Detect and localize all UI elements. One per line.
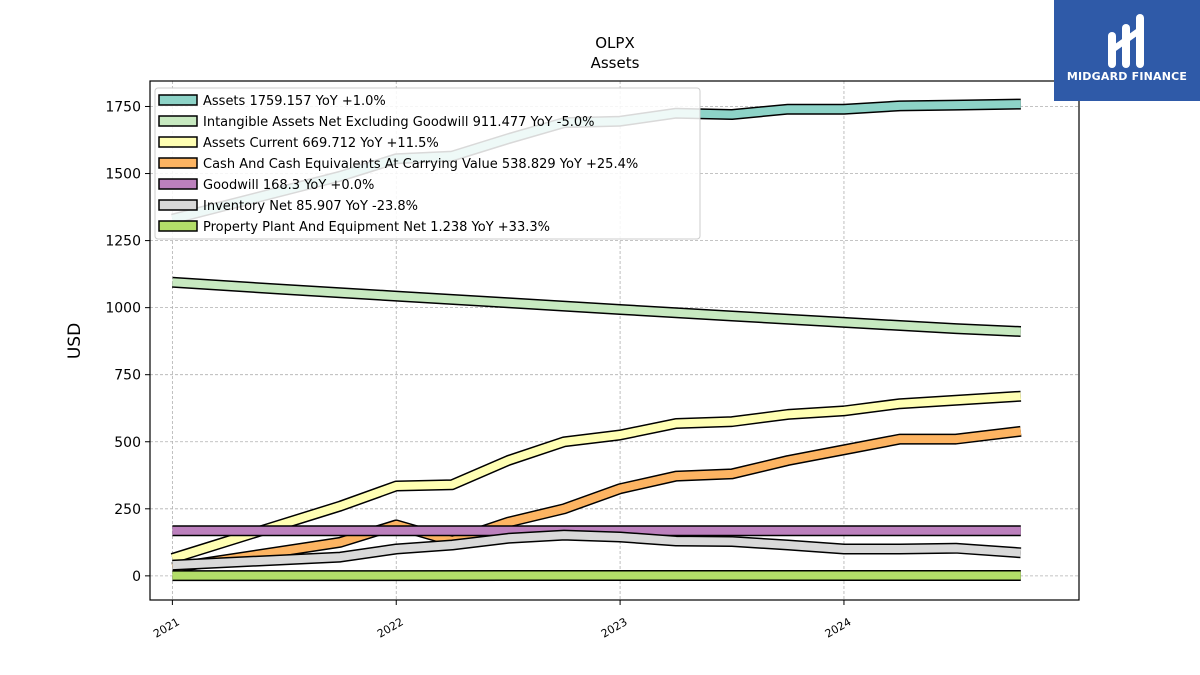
y-tick-label: 1750 — [105, 99, 141, 115]
legend-swatch — [158, 136, 198, 148]
legend-box — [154, 87, 701, 240]
y-tick-label: 1000 — [105, 301, 141, 317]
series-5 — [172, 529, 1022, 571]
plot-frame — [149, 80, 1080, 601]
y-tick-label: 500 — [114, 435, 141, 451]
x-tick-label: 2021 — [151, 615, 182, 640]
legend-swatch — [158, 115, 198, 127]
y-tick-label: 250 — [114, 502, 141, 518]
legend-item: Intangible Assets Net Excluding Goodwill… — [158, 115, 594, 130]
y-tick-label: 1500 — [105, 167, 141, 183]
x-tick-label: 2023 — [599, 615, 630, 640]
series-2 — [170, 390, 1022, 564]
logo-text: MIDGARD FINANCE — [1066, 70, 1188, 83]
y-axis-label: USD — [65, 323, 85, 359]
legend-label: Cash And Cash Equivalents At Carrying Va… — [203, 157, 638, 172]
legend-swatch — [158, 94, 198, 106]
series-line — [171, 392, 1022, 563]
legend: Assets 1759.157 YoY +1.0% Intangible Asse… — [154, 87, 701, 240]
logo-mark-icon — [1108, 14, 1144, 68]
legend-label: Assets 1759.157 YoY +1.0% — [203, 94, 386, 109]
company-logo: MIDGARD FINANCE — [1054, 0, 1200, 101]
legend-item: Inventory Net 85.907 YoY -23.8% — [158, 199, 418, 214]
legend-swatch — [158, 199, 198, 211]
legend-item: Property Plant And Equipment Net 1.238 Y… — [158, 220, 550, 235]
chart-subtitle: Assets — [591, 54, 640, 72]
legend-item: Goodwill 168.3 YoY +0.0% — [158, 178, 374, 193]
chart-title: OLPX — [595, 34, 635, 52]
legend-label: Intangible Assets Net Excluding Goodwill… — [203, 115, 594, 130]
y-tick-label: 1250 — [105, 234, 141, 250]
y-axis: 0 250 500 750 1000 1250 1500 1750 — [105, 99, 150, 585]
legend-swatch — [158, 178, 198, 190]
legend-label: Assets Current 669.712 YoY +11.5% — [203, 136, 439, 151]
x-tick-label: 2024 — [823, 615, 854, 640]
y-tick-label: 750 — [114, 368, 141, 384]
x-tick-label: 2022 — [375, 615, 406, 640]
series-line — [172, 531, 1022, 570]
x-axis: 2021 2022 2023 2024 — [151, 600, 853, 641]
series-lines — [170, 98, 1022, 582]
legend-item: Assets Current 669.712 YoY +11.5% — [158, 136, 439, 151]
series-1 — [172, 276, 1022, 337]
legend-item: Cash And Cash Equivalents At Carrying Va… — [158, 157, 638, 172]
legend-swatch — [158, 220, 198, 232]
legend-label: Inventory Net 85.907 YoY -23.8% — [203, 199, 418, 214]
y-tick-label: 0 — [132, 569, 141, 585]
legend-item: Assets 1759.157 YoY +1.0% — [158, 94, 386, 109]
legend-swatch — [158, 157, 198, 169]
series-line — [172, 278, 1021, 336]
legend-label: Property Plant And Equipment Net 1.238 Y… — [203, 220, 550, 235]
legend-label: Goodwill 168.3 YoY +0.0% — [203, 178, 374, 193]
